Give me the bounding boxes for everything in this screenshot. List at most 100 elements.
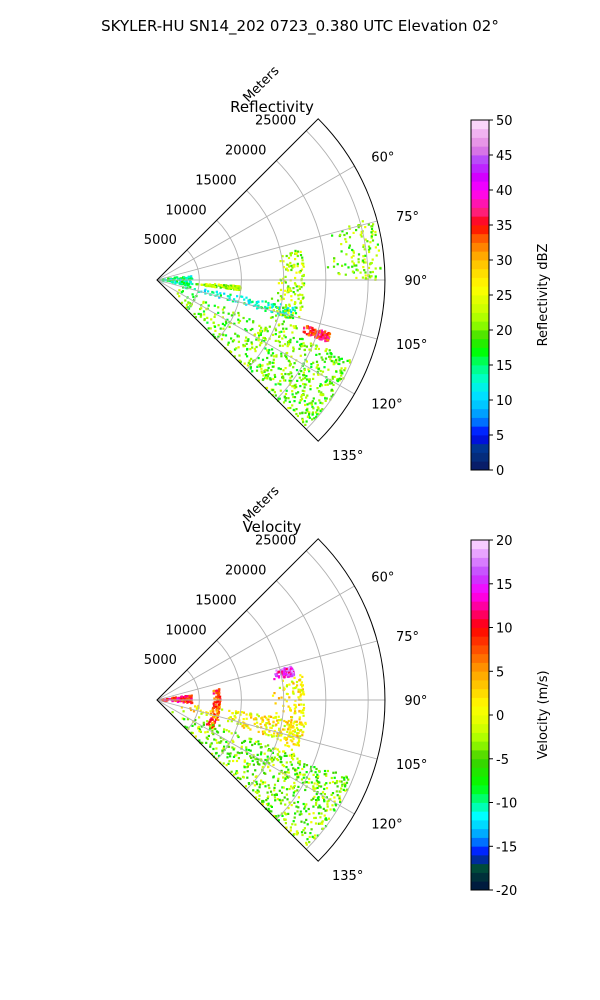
radar-gate <box>208 727 212 730</box>
radar-gate <box>251 773 254 776</box>
radar-gate <box>190 708 193 712</box>
radar-gate <box>292 791 295 794</box>
radar-gate <box>312 788 315 791</box>
radar-gate <box>308 331 312 334</box>
radar-gate <box>293 733 296 737</box>
azimuth-tick-label: 90° <box>404 694 427 709</box>
radar-gate <box>200 712 203 715</box>
radar-gate <box>287 343 291 346</box>
radar-gate <box>292 730 295 733</box>
radar-gate <box>317 330 320 333</box>
radar-gate <box>208 720 211 723</box>
colorbar-segment <box>471 330 489 340</box>
radar-gate <box>357 253 361 256</box>
radar-gate <box>379 267 382 270</box>
radar-gate <box>302 273 305 277</box>
radar-gate <box>234 731 237 734</box>
radar-gate <box>239 287 242 290</box>
radar-gate <box>310 363 313 366</box>
radar-gate <box>305 378 309 381</box>
radar-gate <box>292 692 295 695</box>
radar-gate <box>263 730 266 733</box>
radar-gate <box>270 310 273 313</box>
radar-gate <box>218 688 221 691</box>
radar-gate <box>246 762 249 765</box>
radar-gate <box>298 376 301 379</box>
radar-gate <box>302 776 305 779</box>
radar-gate <box>207 734 210 738</box>
radar-gate <box>180 280 184 283</box>
radar-gate <box>377 249 380 252</box>
radar-gate <box>299 308 302 311</box>
feature-high-streak <box>195 283 242 292</box>
radar-gate <box>295 805 298 808</box>
radar-gate <box>261 364 264 367</box>
radar-gate <box>279 288 283 291</box>
radar-gate <box>302 706 306 710</box>
radar-gate <box>264 309 267 312</box>
radar-gate <box>306 394 309 397</box>
radar-gate <box>296 289 299 292</box>
radar-gate <box>302 393 305 396</box>
radar-gate <box>300 813 303 816</box>
radar-gate <box>225 764 228 767</box>
radar-gate <box>268 762 271 765</box>
radar-gate <box>284 315 287 318</box>
radar-gate <box>200 283 203 286</box>
radar-gate <box>305 360 308 363</box>
radar-gate <box>223 292 226 295</box>
radar-gate <box>245 320 249 323</box>
radar-gate <box>319 816 322 819</box>
colorbar-tick-label: 5 <box>496 665 504 680</box>
radar-gate <box>331 377 334 380</box>
radar-gate <box>304 403 307 407</box>
radar-gate <box>237 311 240 315</box>
radar-gate <box>323 783 326 786</box>
radar-gate <box>255 740 258 743</box>
radar-gate <box>281 814 284 817</box>
colorbar-segment <box>471 566 489 576</box>
radar-gate <box>249 363 252 366</box>
radar-gate <box>300 342 303 346</box>
radar-gate <box>299 293 302 296</box>
radar-gate <box>303 383 306 386</box>
radar-gate <box>278 323 281 326</box>
radar-gate <box>292 672 295 675</box>
radar-gate <box>253 333 257 336</box>
radar-gate <box>233 773 236 776</box>
range-tick-label: 10000 <box>165 623 206 638</box>
radar-gate <box>311 327 314 330</box>
panel-title: Velocity <box>243 518 302 536</box>
radar-gate <box>271 333 275 336</box>
radar-gate <box>278 750 281 753</box>
radar-gate <box>223 284 226 287</box>
radar-gate <box>210 318 213 321</box>
radar-gate <box>228 295 231 298</box>
radar-gate <box>290 674 293 677</box>
radar-gate <box>260 746 263 749</box>
radar-gate <box>345 232 348 235</box>
radar-gate <box>299 695 302 698</box>
radar-gate <box>295 408 298 411</box>
radar-gate <box>288 732 291 735</box>
radar-gate <box>329 798 332 801</box>
radar-gate <box>204 731 207 734</box>
radar-gate <box>317 331 320 334</box>
radar-gate <box>297 297 300 300</box>
colorbar-segment <box>471 347 489 357</box>
radar-gate <box>216 741 219 744</box>
radar-gate <box>310 821 313 824</box>
radar-gate <box>210 742 213 745</box>
radar-gate <box>183 282 186 285</box>
radar-gate <box>287 287 290 290</box>
radar-gate <box>247 748 251 752</box>
radar-gate <box>277 719 280 722</box>
radar-gate <box>317 334 320 337</box>
radar-gate <box>264 745 267 748</box>
radar-gate <box>323 793 326 796</box>
radar-gate <box>270 805 273 808</box>
radar-gate <box>299 729 302 732</box>
radar-gate <box>299 337 302 341</box>
radar-gate <box>318 781 321 784</box>
